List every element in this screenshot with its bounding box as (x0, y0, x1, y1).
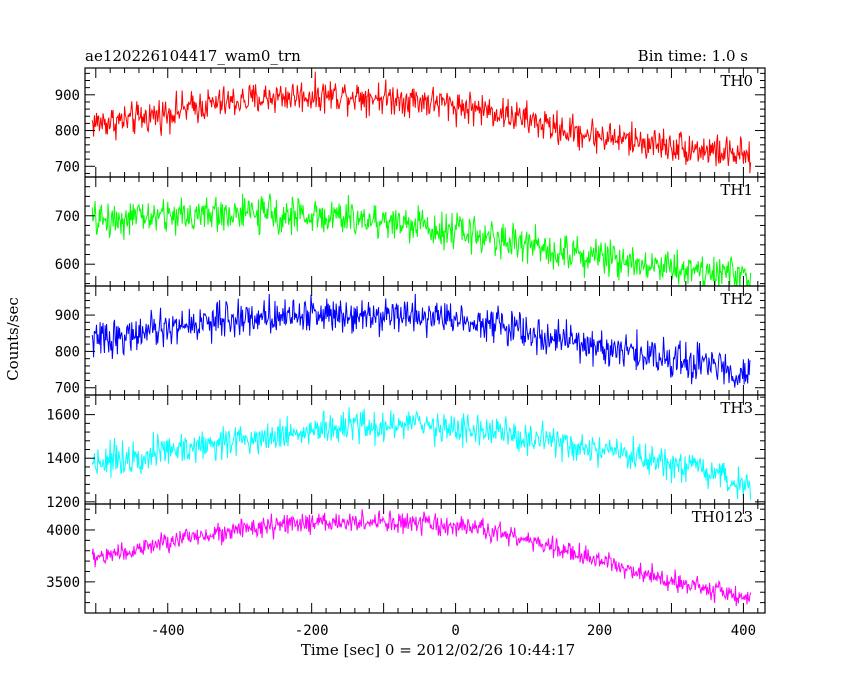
panel-name-th1: TH1 (720, 181, 753, 199)
panel-frame (84, 503, 766, 614)
panel-name-th3: TH3 (720, 399, 753, 417)
x-tick-label: 0 (451, 623, 459, 639)
series-line-th3 (91, 407, 752, 500)
panel-th0: TH0 700 800 900 (55, 67, 766, 178)
y-tick-label: 600 (55, 257, 80, 273)
series-line-th1 (91, 193, 752, 286)
y-tick-label: 900 (55, 88, 80, 104)
x-tick-label: 400 (731, 623, 756, 639)
chart-title: ae120226104417_wam0_trn (85, 47, 301, 65)
panel-th1: TH1 600 700 (55, 176, 766, 287)
y-tick-label: 700 (55, 381, 80, 397)
y-tick-label: 900 (55, 308, 80, 324)
panel-name-th0: TH0 (720, 72, 753, 90)
panel-th3: TH3 1200 1400 1600 (46, 394, 766, 511)
y-tick-label: 1200 (46, 495, 80, 511)
x-tick-label: 200 (587, 623, 612, 639)
panels-group: TH0 700 800 900 TH1 600 700 TH2 700 800 900 TH3 1200… (46, 67, 766, 639)
x-axis-label: Time [sec] 0 = 2012/02/26 10:44:17 (301, 641, 575, 659)
x-tick-label: -400 (151, 623, 185, 639)
panel-th2: TH2 700 800 900 (55, 285, 766, 397)
panel-name-th0123: TH0123 (692, 508, 753, 526)
y-tick-label: 1400 (46, 451, 80, 467)
panel-th0123: TH0123 3500 4000 (46, 503, 766, 614)
panel-name-th2: TH2 (720, 290, 753, 308)
series-line-th0 (91, 71, 752, 174)
y-tick-label: 800 (55, 344, 80, 360)
y-tick-label: 800 (55, 124, 80, 140)
panel-frame (84, 67, 766, 178)
y-axis-label: Counts/sec (4, 297, 22, 381)
series-line-th0123 (91, 509, 752, 607)
y-tick-label: 4000 (46, 523, 80, 539)
y-tick-label: 700 (55, 209, 80, 225)
bin-time-label: Bin time: 1.0 s (638, 47, 748, 65)
y-tick-label: 1600 (46, 408, 80, 424)
y-tick-label: 3500 (46, 575, 80, 591)
series-line-th2 (91, 293, 751, 388)
x-tick-label: -200 (295, 623, 329, 639)
y-tick-label: 700 (55, 159, 80, 175)
